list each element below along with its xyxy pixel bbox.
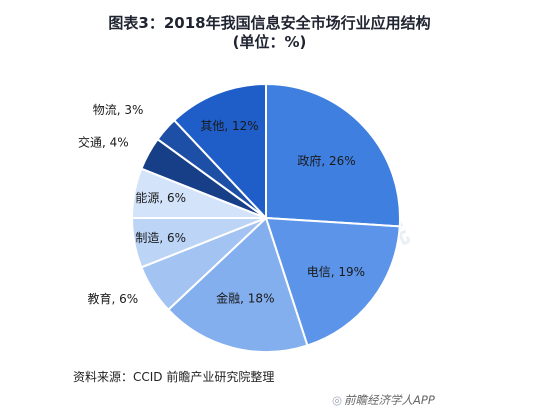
slice-label-7: 交通, 4% xyxy=(78,134,129,149)
slice-label-9: 其他, 12% xyxy=(200,119,258,133)
slice-label-1: 政府, 26% xyxy=(297,153,355,168)
slice-label-2: 电信, 19% xyxy=(307,265,365,279)
slice-label-8: 物流, 3% xyxy=(93,103,144,117)
slice-label-4: 教育, 6% xyxy=(87,291,138,306)
pie-slice-2 xyxy=(264,216,401,347)
slice-label-3: 金融, 18% xyxy=(216,290,274,305)
pie-slice-9 xyxy=(172,82,267,221)
pie-slice-3 xyxy=(166,216,309,353)
title-line-1: 图表3：2018年我国信息安全市场行业应用结构 xyxy=(108,14,431,32)
slice-label-6: 能源, 6% xyxy=(135,191,186,205)
source-note: 资料来源：CCID 前瞻产业研究院整理 xyxy=(73,370,275,384)
slice-label-5: 制造, 6% xyxy=(135,231,186,245)
pie-slice-1 xyxy=(265,82,401,228)
brand-text: 前瞻经济学人APP xyxy=(344,393,435,407)
brand-icon: ◎ xyxy=(332,393,343,407)
chart-title: 图表3：2018年我国信息安全市场行业应用结构 (单位：%) xyxy=(0,14,539,52)
brand-mark: ◎ 前瞻经济学人APP xyxy=(332,392,435,408)
title-line-2: (单位：%) xyxy=(232,33,307,51)
